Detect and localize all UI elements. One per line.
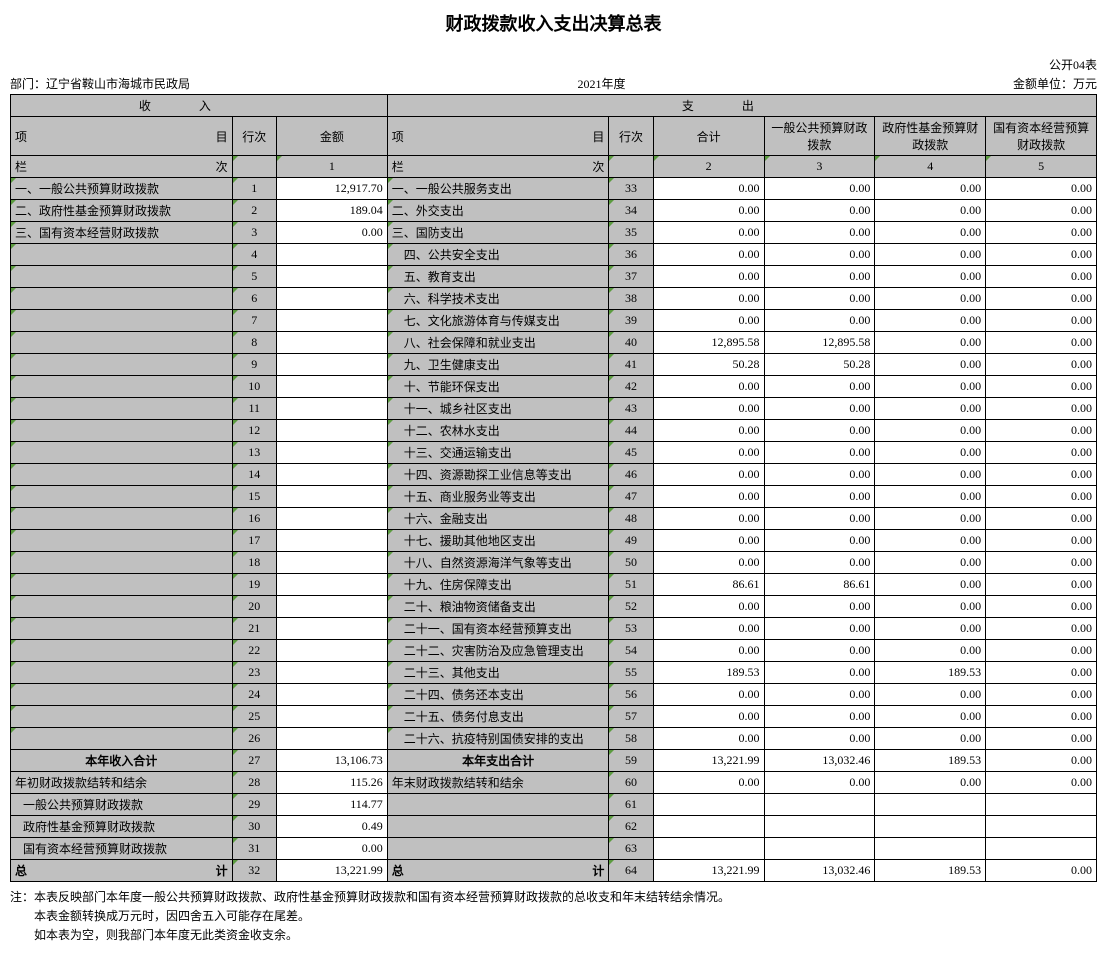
grand-total-row: 总计3213,221.99总计6413,221.9913,032.46189.5… — [11, 860, 1097, 882]
income-header: 收入 — [11, 95, 388, 117]
col-rownum-left: 行次 — [232, 117, 276, 156]
table-row: 7七、文化旅游体育与传媒支出390.000.000.000.00 — [11, 310, 1097, 332]
col-item-right: 项目 — [387, 117, 609, 156]
expend-header: 支出 — [387, 95, 1096, 117]
sub-row: 政府性基金预算财政拨款300.4962 — [11, 816, 1097, 838]
page-title: 财政拨款收入支出决算总表 — [10, 10, 1097, 36]
table-row: 13十三、交通运输支出450.000.000.000.00 — [11, 442, 1097, 464]
table-row: 一、一般公共预算财政拨款112,917.70一、一般公共服务支出330.000.… — [11, 178, 1097, 200]
col-c2: 政府性基金预算财政拨款 — [875, 117, 986, 156]
table-row: 23二十三、其他支出55189.530.00189.530.00 — [11, 662, 1097, 684]
lan-5: 5 — [986, 156, 1097, 178]
table-row: 二、政府性基金预算财政拨款2189.04二、外交支出340.000.000.00… — [11, 200, 1097, 222]
table-row: 6六、科学技术支出380.000.000.000.00 — [11, 288, 1097, 310]
subtotal-row: 本年收入合计2713,106.73本年支出合计5913,221.9913,032… — [11, 750, 1097, 772]
table-row: 19十九、住房保障支出5186.6186.610.000.00 — [11, 574, 1097, 596]
table-row: 14十四、资源勘探工业信息等支出460.000.000.000.00 — [11, 464, 1097, 486]
table-row: 12十二、农林水支出440.000.000.000.00 — [11, 420, 1097, 442]
table-row: 18十八、自然资源海洋气象等支出500.000.000.000.00 — [11, 552, 1097, 574]
table-row: 25二十五、债务付息支出570.000.000.000.00 — [11, 706, 1097, 728]
table-row: 5五、教育支出370.000.000.000.00 — [11, 266, 1097, 288]
col-c3: 国有资本经营预算财政拨款 — [986, 117, 1097, 156]
dept-line: 部门：辽宁省鞍山市海城市民政局 — [10, 75, 190, 92]
lanci-right: 栏次 — [387, 156, 609, 178]
lan-1: 1 — [276, 156, 387, 178]
table-row: 22二十二、灾害防治及应急管理支出540.000.000.000.00 — [11, 640, 1097, 662]
table-row: 9九、卫生健康支出4150.2850.280.000.00 — [11, 354, 1097, 376]
lan-3: 3 — [764, 156, 875, 178]
lan-4: 4 — [875, 156, 986, 178]
col-c1: 一般公共预算财政拨款 — [764, 117, 875, 156]
col-amount: 金额 — [276, 117, 387, 156]
col-item-left: 项目 — [11, 117, 233, 156]
table-row: 三、国有资本经营财政拨款30.00三、国防支出350.000.000.000.0… — [11, 222, 1097, 244]
table-row: 15十五、商业服务业等支出470.000.000.000.00 — [11, 486, 1097, 508]
table-row: 10十、节能环保支出420.000.000.000.00 — [11, 376, 1097, 398]
table-row: 21二十一、国有资本经营预算支出530.000.000.000.00 — [11, 618, 1097, 640]
table-row: 24二十四、债务还本支出560.000.000.000.00 — [11, 684, 1097, 706]
col-total: 合计 — [653, 117, 764, 156]
lan-2: 2 — [653, 156, 764, 178]
year: 2021年度 — [190, 75, 1013, 92]
col-rownum-right: 行次 — [609, 117, 653, 156]
table-code: 公开04表 — [1049, 56, 1097, 73]
lanci-left: 栏次 — [11, 156, 233, 178]
table-row: 11十一、城乡社区支出430.000.000.000.00 — [11, 398, 1097, 420]
table-row: 20二十、粮油物资储备支出520.000.000.000.00 — [11, 596, 1097, 618]
finance-table: 收入 支出 项目 行次 金额 项目 行次 合计 一般公共预算财政拨款 政府性基金… — [10, 94, 1097, 882]
notes: 注：本表反映部门本年度一般公共预算财政拨款、政府性基金预算财政拨款和国有资本经营… — [10, 888, 1097, 946]
table-row: 4四、公共安全支出360.000.000.000.00 — [11, 244, 1097, 266]
table-row: 26二十六、抗疫特别国债安排的支出580.000.000.000.00 — [11, 728, 1097, 750]
sub-row: 一般公共预算财政拨款29114.7761 — [11, 794, 1097, 816]
sub-row: 国有资本经营预算财政拨款310.0063 — [11, 838, 1097, 860]
unit: 金额单位：万元 — [1013, 75, 1097, 92]
table-row: 16十六、金融支出480.000.000.000.00 — [11, 508, 1097, 530]
carry-row: 年初财政拨款结转和结余28115.26年末财政拨款结转和结余600.000.00… — [11, 772, 1097, 794]
table-row: 17十七、援助其他地区支出490.000.000.000.00 — [11, 530, 1097, 552]
table-row: 8八、社会保障和就业支出4012,895.5812,895.580.000.00 — [11, 332, 1097, 354]
